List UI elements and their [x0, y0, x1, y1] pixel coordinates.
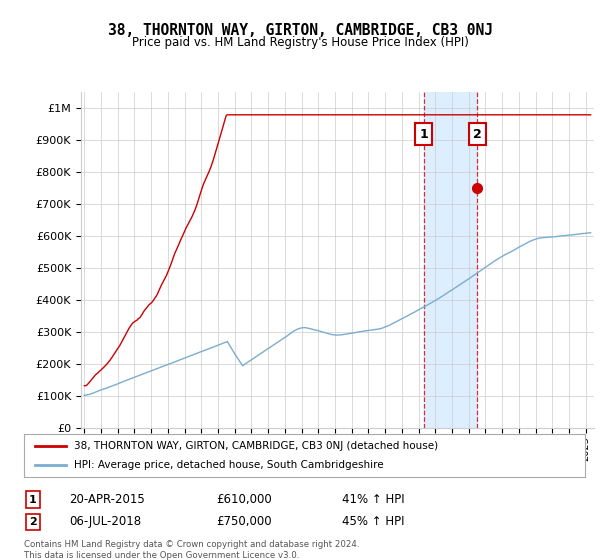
Text: £610,000: £610,000 [216, 493, 272, 506]
Bar [424, 92, 478, 428]
Text: Contains HM Land Registry data © Crown copyright and database right 2024.
This d: Contains HM Land Registry data © Crown c… [24, 540, 359, 559]
Text: Price paid vs. HM Land Registry's House Price Index (HPI): Price paid vs. HM Land Registry's House … [131, 36, 469, 49]
Text: 20-APR-2015: 20-APR-2015 [69, 493, 145, 506]
Text: 06-JUL-2018: 06-JUL-2018 [69, 515, 141, 529]
Text: 38, THORNTON WAY, GIRTON, CAMBRIDGE, CB3 0NJ (detached house): 38, THORNTON WAY, GIRTON, CAMBRIDGE, CB3… [74, 441, 439, 451]
Text: 45% ↑ HPI: 45% ↑ HPI [342, 515, 404, 529]
Text: 1: 1 [419, 128, 428, 141]
Text: 41% ↑ HPI: 41% ↑ HPI [342, 493, 404, 506]
Text: 2: 2 [29, 517, 37, 527]
Text: £750,000: £750,000 [216, 515, 272, 529]
Text: 1: 1 [29, 494, 37, 505]
Text: 2: 2 [473, 128, 482, 141]
Text: 38, THORNTON WAY, GIRTON, CAMBRIDGE, CB3 0NJ: 38, THORNTON WAY, GIRTON, CAMBRIDGE, CB3… [107, 24, 493, 38]
Text: HPI: Average price, detached house, South Cambridgeshire: HPI: Average price, detached house, Sout… [74, 460, 384, 470]
